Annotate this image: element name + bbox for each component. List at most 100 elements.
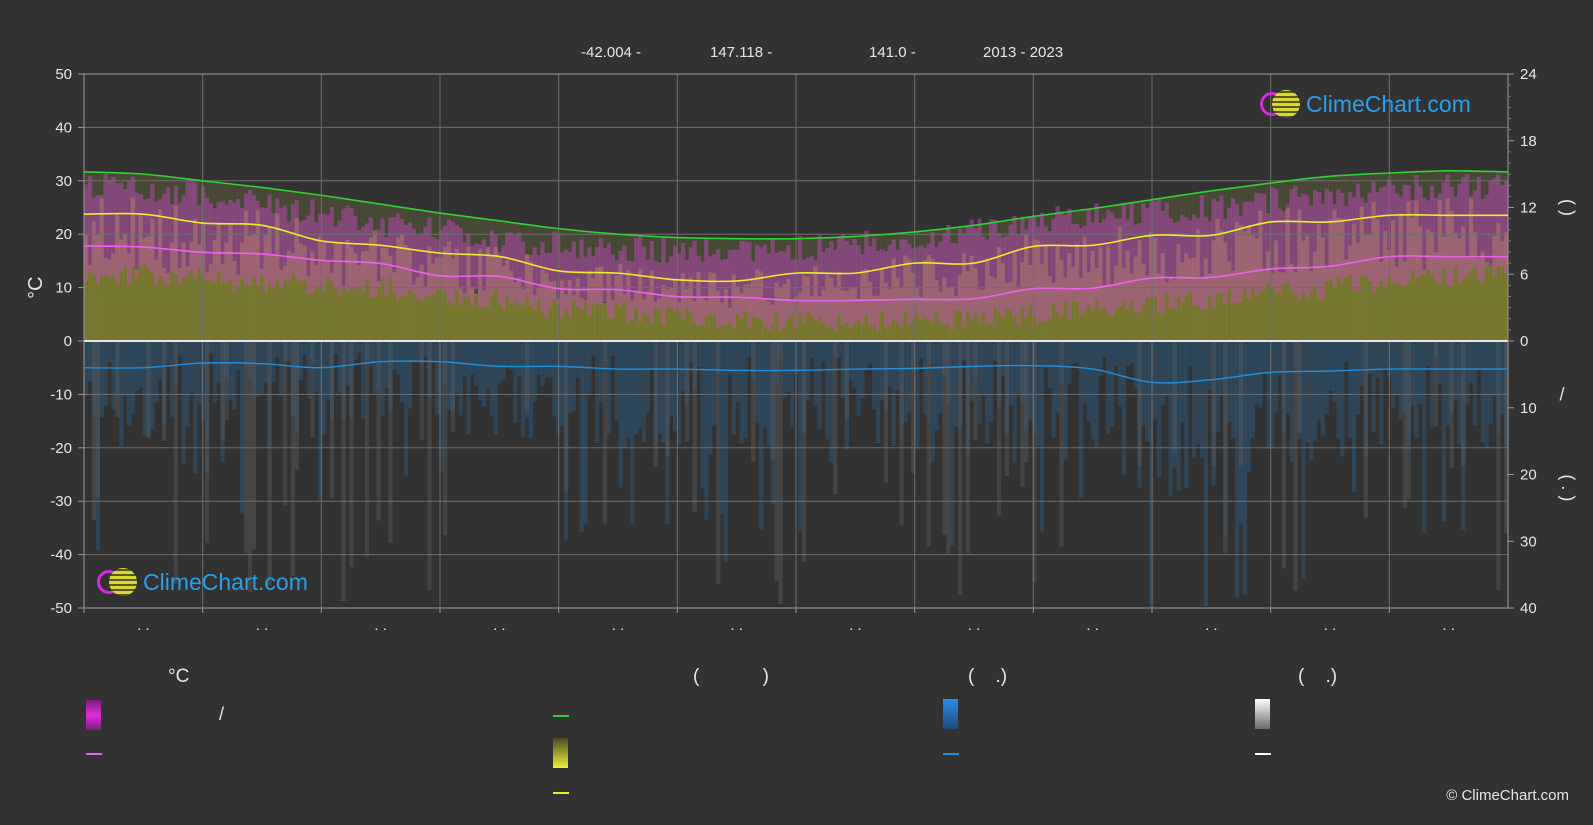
rain-day-bar <box>388 341 393 411</box>
sunshine-day-bar <box>1363 235 1368 341</box>
sunshine-day-bar <box>786 278 791 341</box>
rain-day-bar <box>559 341 565 426</box>
sunshine-day-bar <box>864 268 869 341</box>
sunshine-day-bar <box>1133 256 1138 341</box>
rain-day-bar <box>353 341 358 361</box>
rain-day-bar <box>1332 341 1337 403</box>
rain-day-bar <box>146 341 151 436</box>
daylight-day-bar <box>653 236 658 341</box>
left-axis-tick-label: 10 <box>55 280 72 297</box>
sunshine-day-bar <box>466 246 471 341</box>
sunshine-day-bar <box>158 209 163 341</box>
temp-range-day-bar <box>1188 220 1193 293</box>
sunshine-day-bar <box>1336 218 1341 341</box>
daylight-day-bar <box>977 224 982 341</box>
rain-day-bar <box>95 341 101 550</box>
temp-range-day-bar <box>1086 209 1091 305</box>
rain-day-bar <box>1437 341 1443 385</box>
daylight-day-bar <box>844 236 850 341</box>
rain-day-bar <box>755 341 760 423</box>
rain-day-bar <box>1289 341 1294 463</box>
rain-day-bar <box>158 341 163 379</box>
sunshine-day-bar <box>731 274 736 341</box>
sunshine-day-bar <box>411 284 417 341</box>
legend-snow-swatch <box>1255 699 1270 729</box>
temp-range-day-bar <box>1375 191 1380 289</box>
sunshine-day-bar <box>501 266 506 341</box>
rain-day-bar <box>1117 341 1123 407</box>
temp-range-day-bar <box>337 220 342 296</box>
logo-bottom: ClimeChart.com <box>97 568 308 596</box>
temp-range-day-bar <box>185 181 190 275</box>
temp-range-day-bar <box>1215 201 1220 294</box>
snow-day-bar <box>801 341 807 562</box>
rain-day-bar <box>1266 341 1271 450</box>
rain-day-bar <box>680 341 686 392</box>
temp-range-day-bar <box>1433 197 1439 281</box>
sunshine-day-bar <box>396 237 401 341</box>
rain-day-bar <box>1156 341 1162 477</box>
temp-range-day-bar <box>540 242 545 313</box>
sunshine-day-bar <box>813 266 818 341</box>
sunshine-day-bar <box>435 257 440 341</box>
temp-range-day-bar <box>809 255 814 317</box>
temp-range-day-bar <box>1422 197 1427 275</box>
sunshine-day-bar <box>938 291 943 341</box>
sunshine-day-bar <box>848 288 853 341</box>
sunshine-day-bar <box>353 253 358 341</box>
sunshine-day-bar <box>641 299 647 341</box>
temp-range-day-bar <box>107 179 112 278</box>
sunshine-day-bar <box>259 268 264 341</box>
rain-day-bar <box>310 341 315 362</box>
rain-day-bar <box>922 341 928 415</box>
sunshine-day-bar <box>1305 235 1310 341</box>
rain-day-bar <box>1328 341 1333 391</box>
temp-range-day-bar <box>1273 188 1279 293</box>
sunshine-day-bar <box>1106 245 1111 341</box>
temp-range-day-bar <box>1312 189 1318 287</box>
temp-range-day-bar <box>973 228 978 314</box>
sunshine-day-bar <box>1328 219 1333 341</box>
daylight-day-bar <box>87 172 93 341</box>
daylight-day-bar <box>1051 214 1056 341</box>
sunshine-day-bar <box>107 259 112 341</box>
temp-range-day-bar <box>333 226 338 288</box>
legend-temp-mean-line <box>86 753 102 755</box>
temp-range-day-bar <box>1032 215 1037 316</box>
temp-range-day-bar <box>243 193 249 284</box>
right-axis-tick-label: 20 <box>1520 467 1537 484</box>
sunshine-day-bar <box>712 273 717 341</box>
rain-day-bar <box>1059 341 1064 383</box>
snow-day-bar <box>220 341 225 441</box>
sunshine-day-bar <box>563 294 569 341</box>
rain-day-bar <box>563 341 569 541</box>
temp-range-day-bar <box>364 223 370 280</box>
temp-range-day-bar <box>1441 182 1446 268</box>
rain-day-bar <box>630 341 635 525</box>
temp-range-day-bar <box>852 238 857 325</box>
sunshine-day-bar <box>1098 247 1103 341</box>
temp-range-day-bar <box>282 205 288 280</box>
rain-day-bar <box>1351 341 1357 493</box>
sunshine-day-bar <box>1254 238 1259 341</box>
temp-range-day-bar <box>977 218 982 323</box>
temp-range-day-bar <box>719 259 725 326</box>
rain-day-bar <box>552 341 557 417</box>
rain-day-bar <box>1402 341 1407 412</box>
temp-range-day-bar <box>138 194 143 266</box>
rain-day-bar <box>860 341 865 399</box>
temp-range-day-bar <box>536 254 541 301</box>
rain-day-bar <box>723 341 729 562</box>
sunshine-day-bar <box>1277 272 1283 341</box>
rain-day-bar <box>774 341 779 385</box>
sunshine-day-bar <box>649 270 654 341</box>
rain-day-bar <box>431 341 436 361</box>
sunshine-day-bar <box>899 287 904 341</box>
temp-range-day-bar <box>860 254 865 326</box>
rain-day-bar <box>657 341 662 435</box>
rain-day-bar <box>934 341 939 431</box>
rain-day-bar <box>243 341 249 369</box>
temp-range-day-bar <box>548 252 553 309</box>
rain-day-bar <box>973 341 978 378</box>
daylight-day-bar <box>279 189 284 341</box>
